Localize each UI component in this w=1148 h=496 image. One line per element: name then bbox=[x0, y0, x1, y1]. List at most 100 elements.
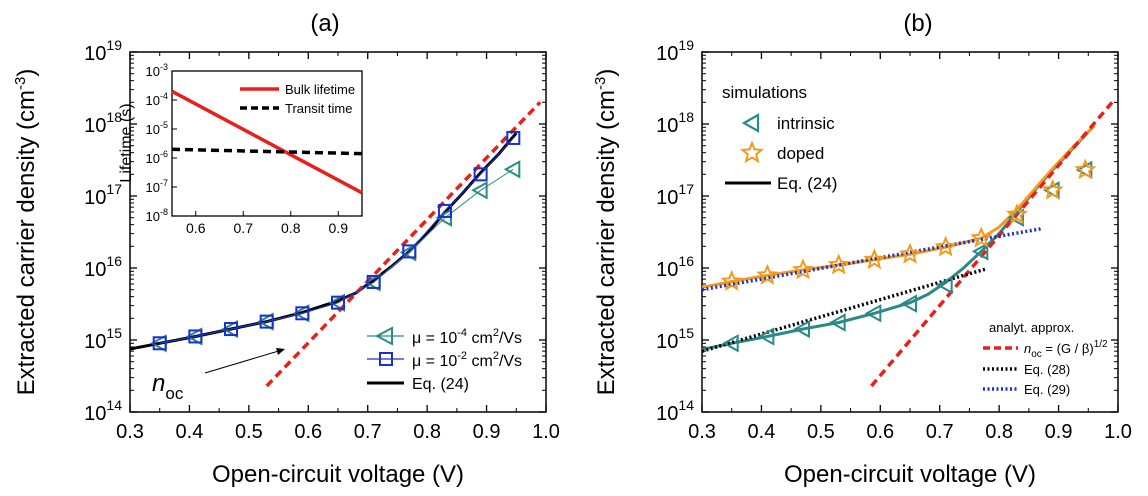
panel-b-marker-intrinsic bbox=[864, 304, 882, 323]
legend-item-mu-1e-2: μ = 10-2 cm2/Vs bbox=[367, 350, 522, 370]
svg-text:μ = 10-2 cm2/Vs: μ = 10-2 cm2/Vs bbox=[412, 350, 522, 370]
legend-marker-triangle bbox=[741, 113, 760, 133]
panel-b-series bbox=[701, 101, 1114, 388]
panel-a-annotation-arrow bbox=[204, 349, 283, 374]
panel-a-marker--10-2-cm2-vs bbox=[473, 167, 488, 182]
legend-title-simulations: simulations bbox=[722, 83, 807, 102]
panel-b-y-ticks: 1014 1015 1016 1017 1018 1019 bbox=[656, 37, 1118, 425]
panel-b-series-line-eq-24-intrinsic bbox=[701, 124, 1096, 351]
inset-legend-bulk: Bulk lifetime bbox=[285, 82, 355, 97]
panel-b-marker-doped bbox=[898, 242, 922, 264]
panel-a-marker--10-2-cm2-vs bbox=[295, 306, 310, 321]
legend-item-mu-1e-4: μ = 10-4 cm2/Vs bbox=[367, 326, 522, 347]
panel-b-marker-intrinsic bbox=[793, 319, 811, 339]
panel-a-marker--10-2-cm2-vs bbox=[506, 130, 521, 145]
legend-label-eq24: Eq. (24) bbox=[777, 174, 837, 193]
panel-b-series-dotted-eq-29- bbox=[701, 227, 1042, 292]
inset-y-tick-label: 10-4 bbox=[146, 91, 168, 108]
panel-a-label: (a) bbox=[310, 10, 339, 37]
panel-a-x-tick-label: 0.9 bbox=[473, 421, 501, 443]
panel-b-x-tick-label: 0.5 bbox=[807, 421, 835, 443]
panel-a-y-tick-label: 1019 bbox=[84, 37, 122, 65]
inset-x-tick-label: 0.6 bbox=[186, 220, 206, 236]
panel-b-marker-intrinsic bbox=[900, 294, 917, 313]
panel-a-marker--10-2-cm2-vs bbox=[152, 336, 167, 351]
panel-a-y-tick-label: 1015 bbox=[84, 325, 122, 353]
inset-x-tick-label: 0.7 bbox=[234, 220, 254, 236]
legend-label-intrinsic: intrinsic bbox=[777, 114, 835, 133]
inset-series-transit-time bbox=[171, 147, 363, 156]
panel-b-plot-frame bbox=[701, 51, 1119, 413]
legend-marker-star bbox=[739, 140, 765, 164]
panel-b-legend-simulations: simulations intrinsic doped Eq. (24) bbox=[722, 83, 837, 193]
panel-b-x-tick-label: 1.0 bbox=[1104, 421, 1132, 443]
panel-a-y-tick-label: 1018 bbox=[84, 109, 122, 137]
panel-a-series-line-eq-24- bbox=[129, 132, 518, 351]
panel-b-marker-intrinsic bbox=[829, 313, 846, 332]
panel-b-marker-doped bbox=[1041, 178, 1064, 200]
panel-b-marker-intrinsic bbox=[971, 242, 989, 261]
panel-a-marker--10-2-cm2-vs bbox=[331, 295, 345, 310]
inset-x-ticks: 0.6 0.7 0.8 0.9 bbox=[186, 211, 348, 236]
panel-b-x-tick-label: 0.8 bbox=[985, 421, 1013, 443]
panel-b-marker-intrinsic bbox=[757, 327, 775, 346]
panel-b-x-tick-label: 0.9 bbox=[1045, 421, 1073, 443]
panel-b-marker-doped bbox=[863, 248, 886, 270]
panel-b-legend-analytic: analyt. approx. noc = (G / β)1/2 Eq. (28… bbox=[983, 320, 1108, 397]
legend-label-noc: noc = (G / β)1/2 bbox=[1024, 339, 1108, 360]
panel-a-x-tick-label: 0.7 bbox=[354, 421, 382, 443]
inset-legend: Bulk lifetime Transit time bbox=[240, 82, 355, 116]
panel-a-y-tick-label: 1016 bbox=[84, 253, 122, 281]
panel-b-y-tick-label: 1015 bbox=[656, 325, 694, 353]
inset-y-tick-label: 10-5 bbox=[146, 120, 168, 137]
inset-series-bulk-lifetime bbox=[171, 89, 363, 195]
panel-b-marker-doped bbox=[970, 226, 993, 248]
panel-b-series-line-eq-24-doped bbox=[701, 124, 1096, 289]
panel-a-inset: 10-3 10-4 10-5 10-6 10-7 10-8 0.6 0.7 0.8 0.9 Li… bbox=[118, 62, 363, 236]
panel-a-x-tick-label: 0.4 bbox=[176, 421, 204, 443]
panel-a-marker--10-2-cm2-vs bbox=[188, 329, 203, 344]
panel-b-marker-intrinsic bbox=[936, 275, 953, 295]
panel-b-series-dashed-n-oc-g-1-2 bbox=[870, 101, 1114, 388]
legend-label-eq29: Eq. (29) bbox=[1024, 382, 1070, 397]
panel-a-marker--10-4-cm2-vs bbox=[503, 160, 521, 179]
inset-y-tick-label: 10-3 bbox=[146, 62, 168, 79]
panel-b-marker-doped bbox=[827, 253, 850, 275]
panel-a-y-tick-label: 1014 bbox=[84, 397, 122, 425]
legend-title-analyt: analyt. approx. bbox=[989, 320, 1074, 335]
svg-text:Eq. (24): Eq. (24) bbox=[412, 376, 469, 393]
panel-b-x-tick-label: 0.6 bbox=[866, 421, 894, 443]
panel-b-y-tick-label: 1014 bbox=[656, 397, 694, 425]
panel-b-x-tick-label: 0.7 bbox=[926, 421, 954, 443]
panel-a-series-dashed-n-oc bbox=[265, 101, 542, 388]
panel-a-x-axis-label: Open-circuit voltage (V) bbox=[212, 461, 464, 488]
inset-y-tick-label: 10-7 bbox=[146, 178, 168, 195]
inset-y-tick-label: 10-8 bbox=[146, 207, 168, 224]
panel-b-marker-doped bbox=[1005, 203, 1028, 225]
panel-a-annotation-noc: noc bbox=[152, 370, 184, 403]
panel-a-marker--10-2-cm2-vs bbox=[224, 322, 239, 337]
panel-b-y-tick-label: 1019 bbox=[656, 37, 694, 65]
panel-a-x-tick-label: 0.3 bbox=[116, 421, 144, 443]
legend-marker-square bbox=[379, 352, 393, 366]
panel-b-marker-doped bbox=[934, 235, 957, 257]
panel-b-marker-doped bbox=[720, 269, 743, 291]
panel-b-marker-intrinsic bbox=[1007, 208, 1024, 227]
panel-a-x-tick-label: 0.6 bbox=[294, 421, 322, 443]
panel-a-marker--10-2-cm2-vs bbox=[402, 244, 417, 259]
panel-a-marker--10-4-cm2-vs bbox=[471, 181, 488, 200]
inset-x-tick-label: 0.9 bbox=[329, 220, 349, 236]
panel-a-x-tick-label: 1.0 bbox=[532, 421, 560, 443]
svg-text:μ = 10-4 cm2/Vs: μ = 10-4 cm2/Vs bbox=[412, 327, 522, 347]
panel-b-marker-doped bbox=[756, 263, 779, 285]
panel-a-x-tick-label: 0.8 bbox=[413, 421, 441, 443]
panel-b-x-tick-label: 0.4 bbox=[748, 421, 776, 443]
panel-b-y-axis-label: Extracted carrier density (cm-3) bbox=[592, 69, 620, 396]
panel-a-series bbox=[129, 101, 542, 388]
panel-a-annotation-arrowhead bbox=[276, 348, 285, 355]
panel-a-legend: μ = 10-4 cm2/Vs μ = 10-2 cm2/Vs Eq. (24) bbox=[367, 326, 522, 393]
inset-frame bbox=[171, 70, 363, 217]
